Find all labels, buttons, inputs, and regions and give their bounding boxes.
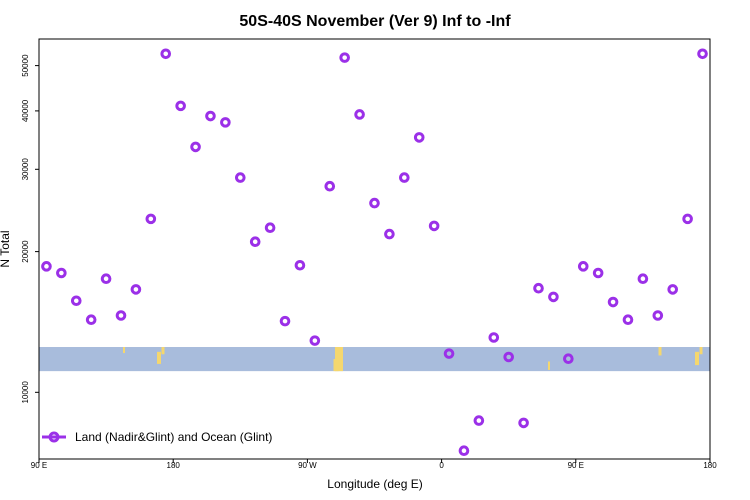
y-tick-label: 40000 bbox=[21, 99, 30, 122]
legend-label: Land (Nadir&Glint) and Ocean (Glint) bbox=[75, 430, 272, 444]
x-axis-label: Longitude (deg E) bbox=[327, 477, 422, 491]
legend: Land (Nadir&Glint) and Ocean (Glint) bbox=[42, 430, 272, 444]
x-axis-ticks: 90 E 180 90 W 0 90 E 180 bbox=[31, 459, 717, 470]
data-point bbox=[428, 220, 440, 232]
data-point bbox=[41, 261, 52, 272]
data-point bbox=[697, 48, 708, 60]
map-band-land bbox=[157, 351, 161, 364]
data-point bbox=[488, 332, 500, 343]
data-point bbox=[548, 291, 559, 303]
data-point bbox=[339, 52, 350, 63]
x-tick-label: 90 E bbox=[568, 461, 584, 470]
data-point bbox=[473, 415, 485, 426]
data-point bbox=[399, 172, 410, 183]
plot-frame bbox=[38, 38, 711, 460]
data-points bbox=[41, 48, 708, 457]
data-point bbox=[369, 197, 380, 209]
data-point bbox=[622, 314, 634, 326]
data-point bbox=[85, 314, 97, 326]
y-axis-ticks: 10000 20000 30000 40000 50000 bbox=[21, 54, 39, 404]
x-tick-label: 90 W bbox=[298, 461, 317, 470]
data-point bbox=[518, 417, 529, 429]
data-point bbox=[309, 335, 321, 346]
data-point bbox=[503, 351, 515, 363]
map-band-land bbox=[123, 347, 125, 354]
data-point bbox=[533, 282, 544, 294]
data-point bbox=[637, 273, 649, 285]
chart-title: 50S-40S November (Ver 9) Inf to -Inf bbox=[239, 13, 511, 30]
data-point bbox=[235, 172, 246, 183]
map-band-land bbox=[548, 361, 550, 370]
data-point bbox=[115, 310, 127, 321]
y-tick-label: 50000 bbox=[21, 54, 30, 77]
data-point bbox=[160, 48, 172, 60]
data-point bbox=[205, 110, 216, 122]
y-tick-label: 20000 bbox=[21, 240, 30, 263]
data-point bbox=[563, 353, 574, 365]
map-band-land bbox=[161, 347, 165, 355]
map-band-land bbox=[335, 347, 343, 372]
data-point bbox=[443, 348, 455, 359]
map-band-land bbox=[695, 351, 699, 366]
data-point bbox=[249, 236, 261, 248]
data-point bbox=[667, 284, 679, 295]
data-point bbox=[190, 141, 201, 153]
map-band-land bbox=[333, 359, 339, 372]
map-band-ocean bbox=[39, 347, 710, 372]
x-tick-label: 0 bbox=[439, 461, 444, 470]
data-point bbox=[130, 284, 142, 295]
data-point bbox=[413, 132, 425, 143]
data-point bbox=[145, 213, 157, 225]
data-point bbox=[354, 109, 365, 120]
data-point bbox=[264, 222, 276, 233]
data-point bbox=[70, 295, 82, 307]
data-point bbox=[458, 445, 470, 457]
data-point bbox=[220, 117, 231, 128]
data-point bbox=[592, 267, 604, 279]
data-point bbox=[324, 180, 336, 192]
data-point bbox=[607, 296, 619, 308]
y-tick-label: 30000 bbox=[21, 158, 30, 181]
x-tick-label: 180 bbox=[703, 461, 717, 470]
data-point bbox=[175, 100, 186, 112]
y-axis-label: N Total bbox=[0, 230, 12, 267]
data-point bbox=[100, 273, 112, 285]
data-point bbox=[652, 310, 664, 321]
data-point bbox=[577, 261, 589, 272]
map-band-land bbox=[658, 347, 662, 356]
legend-marker bbox=[48, 431, 60, 443]
map-band bbox=[39, 347, 710, 372]
x-tick-label: 180 bbox=[167, 461, 181, 470]
map-band-land bbox=[699, 347, 703, 355]
data-point bbox=[682, 213, 693, 225]
data-point bbox=[384, 228, 395, 240]
y-tick-label: 10000 bbox=[21, 381, 30, 404]
x-tick-label: 90 E bbox=[31, 461, 47, 470]
data-point bbox=[56, 267, 67, 279]
data-point bbox=[294, 259, 306, 271]
data-point bbox=[279, 315, 291, 327]
